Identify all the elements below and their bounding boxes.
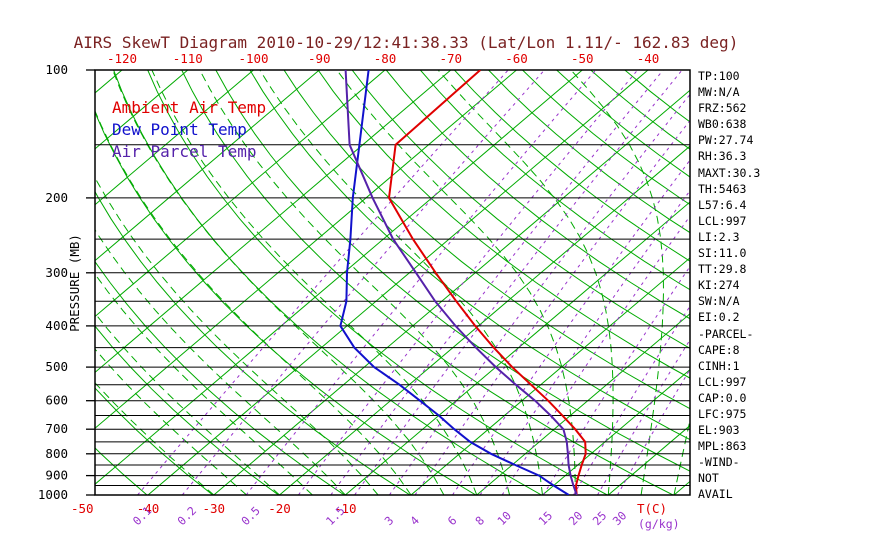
svg-text:PRESSURE (MB): PRESSURE (MB) <box>67 234 82 332</box>
stat-line: LFC:975 <box>698 406 747 421</box>
stat-line: CAP:0.0 <box>698 390 747 405</box>
legend-air-parcel-temp: Air Parcel Temp <box>112 142 257 161</box>
svg-text:20: 20 <box>566 508 586 528</box>
stat-line: EI:0.2 <box>698 310 740 325</box>
svg-text:700: 700 <box>45 421 68 436</box>
svg-text:-120: -120 <box>107 51 137 66</box>
svg-text:-60: -60 <box>505 51 528 66</box>
svg-text:1000: 1000 <box>38 487 68 502</box>
svg-text:10: 10 <box>494 508 514 528</box>
svg-text:25: 25 <box>590 508 610 528</box>
svg-text:15: 15 <box>536 508 556 528</box>
stat-line: L57:6.4 <box>698 197 747 212</box>
legend-ambient-air-temp: Ambient Air Temp <box>112 98 267 117</box>
svg-text:-30: -30 <box>202 501 225 516</box>
svg-text:-100: -100 <box>238 51 268 66</box>
legend-dew-point-temp: Dew Point Temp <box>112 120 247 139</box>
svg-text:-80: -80 <box>374 51 397 66</box>
svg-text:-110: -110 <box>173 51 203 66</box>
svg-text:400: 400 <box>45 318 68 333</box>
stat-line: CAPE:8 <box>698 342 740 357</box>
svg-text:900: 900 <box>45 468 68 483</box>
svg-text:800: 800 <box>45 446 68 461</box>
stat-line: TP:100 <box>698 69 740 83</box>
stat-line: SW:N/A <box>698 294 740 309</box>
stat-line: AVAIL <box>698 487 733 502</box>
svg-text:6: 6 <box>445 513 460 528</box>
svg-text:8: 8 <box>472 513 487 528</box>
svg-text:-70: -70 <box>439 51 462 66</box>
svg-text:300: 300 <box>45 265 68 280</box>
svg-text:-50: -50 <box>71 501 94 516</box>
stat-line: MW:N/A <box>698 85 740 100</box>
svg-text:4: 4 <box>407 513 422 528</box>
stats-panel: TP:100 MW:N/A FRZ:562 WB0:638 PW:27.74 RH:36.… <box>698 68 760 503</box>
svg-text:600: 600 <box>45 393 68 408</box>
stat-line: LCL:997 <box>698 374 747 389</box>
stat-line: TT:29.8 <box>698 262 747 277</box>
chart-title: AIRS SkewT Diagram 2010-10-29/12:41:38.3… <box>73 33 739 52</box>
svg-text:(g/kg): (g/kg) <box>638 517 680 531</box>
stat-line: WB0:638 <box>698 117 747 132</box>
svg-text:-50: -50 <box>571 51 594 66</box>
svg-text:0.2: 0.2 <box>175 504 200 529</box>
svg-text:200: 200 <box>45 190 68 205</box>
stat-line: PW:27.74 <box>698 133 754 148</box>
svg-text:T(C): T(C) <box>637 501 667 516</box>
svg-text:100: 100 <box>45 62 68 77</box>
stat-line: EL:903 <box>698 423 740 438</box>
svg-text:-40: -40 <box>637 51 660 66</box>
stat-line: TH:5463 <box>698 181 747 196</box>
stat-line: MPL:863 <box>698 439 747 454</box>
stat-line: MAXT:30.3 <box>698 165 761 180</box>
stat-line: -WIND- <box>698 455 740 470</box>
stat-line: FRZ:562 <box>698 101 747 116</box>
stat-line: LCL:997 <box>698 213 747 228</box>
stat-line: RH:36.3 <box>698 149 747 164</box>
stat-line: SI:11.0 <box>698 246 747 261</box>
stat-line: KI:274 <box>698 278 740 293</box>
svg-text:-90: -90 <box>308 51 331 66</box>
svg-text:-10: -10 <box>334 501 357 516</box>
stat-line: LI:2.3 <box>698 229 740 244</box>
stat-line: CINH:1 <box>698 358 740 373</box>
svg-text:-20: -20 <box>268 501 291 516</box>
stat-line: NOT <box>698 471 719 486</box>
stat-line: -PARCEL- <box>698 326 754 341</box>
svg-text:-40: -40 <box>137 501 160 516</box>
svg-text:30: 30 <box>610 508 630 528</box>
svg-text:500: 500 <box>45 359 68 374</box>
svg-text:3: 3 <box>382 513 397 528</box>
svg-text:0.5: 0.5 <box>238 504 263 529</box>
